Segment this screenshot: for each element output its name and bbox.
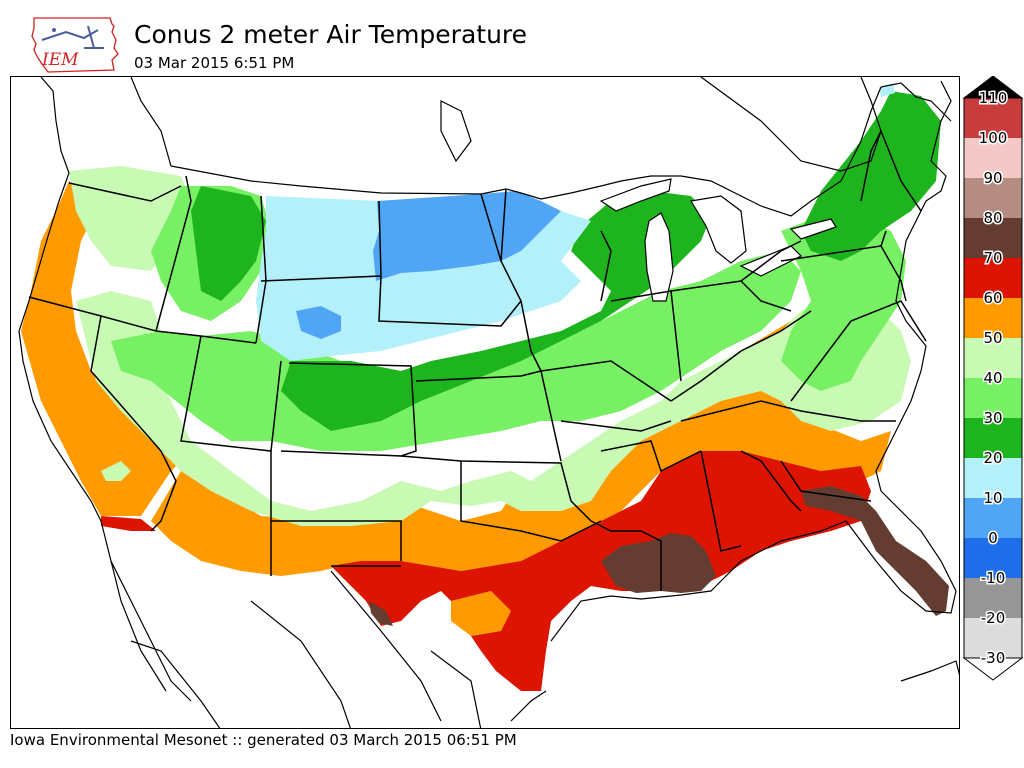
colorbar-band [964, 578, 1022, 618]
temp-zone-70 [369, 601, 393, 626]
colorbar-label: 10 [983, 489, 1002, 507]
colorbar-band [964, 458, 1022, 498]
temp-zone-20 [281, 191, 711, 431]
temp-zone-20 [801, 91, 941, 261]
temp-zone-50 [451, 591, 511, 636]
temp-zone-60 [331, 451, 871, 691]
temp-zone-40 [101, 461, 131, 481]
colorbar-band [964, 98, 1022, 138]
colorbar-band [964, 178, 1022, 218]
colorbar-band [964, 338, 1022, 378]
temp-zone-0 [296, 306, 341, 339]
colorbar-label: 30 [983, 409, 1002, 427]
colorbar-label: 70 [983, 249, 1002, 267]
page-subtitle: 03 Mar 2015 6:51 PM [134, 54, 295, 72]
page-title: Conus 2 meter Air Temperature [134, 20, 528, 49]
colorbar-label: 90 [983, 169, 1002, 187]
colorbar-label: 110 [979, 89, 1008, 107]
state-boundaries [28, 130, 927, 591]
logo-text: IEM [41, 50, 79, 70]
colorbar-label: 60 [983, 289, 1002, 307]
colorbar-label: -20 [981, 609, 1006, 627]
temperature-map[interactable] [10, 76, 960, 729]
great-lakes [599, 178, 837, 302]
colorbar-label: 50 [983, 329, 1002, 347]
temp-zone-50 [21, 181, 181, 516]
temp-zone-70 [801, 486, 949, 616]
colorbar-band [964, 258, 1022, 298]
colorbar-label: 0 [988, 529, 998, 547]
temp-zone-0 [373, 191, 561, 281]
colorbar-label: 80 [983, 209, 1002, 227]
temperature-colorbar: 110 100 90 80 70 60 50 40 30 20 10 0 -10 -20 -30 [962, 75, 1024, 694]
colorbar-label: -30 [981, 649, 1006, 667]
temp-zone-60 [101, 516, 156, 531]
iem-logo: IEM [28, 14, 120, 74]
temp-zone-70 [601, 533, 716, 593]
colorbar-band [964, 498, 1022, 538]
colorbar-band [964, 218, 1022, 258]
colorbar-band [964, 618, 1022, 658]
colorbar-label: 100 [979, 129, 1008, 147]
colorbar-band [964, 138, 1022, 178]
coastlines [18, 77, 959, 728]
colorbar-band [964, 418, 1022, 458]
colorbar-label: -10 [981, 569, 1006, 587]
temp-zone-30 [111, 251, 801, 451]
colorbar-band [964, 378, 1022, 418]
temp-zone-30 [781, 216, 906, 391]
colorbar-band [964, 298, 1022, 338]
temp-zone-20 [191, 186, 266, 301]
footer-credit: Iowa Environmental Mesonet :: generated … [10, 731, 517, 749]
colorbar-label: 20 [983, 449, 1002, 467]
colorbar-label: 40 [983, 369, 1002, 387]
colorbar-band [964, 538, 1022, 578]
colorbar-frame [963, 97, 1023, 659]
